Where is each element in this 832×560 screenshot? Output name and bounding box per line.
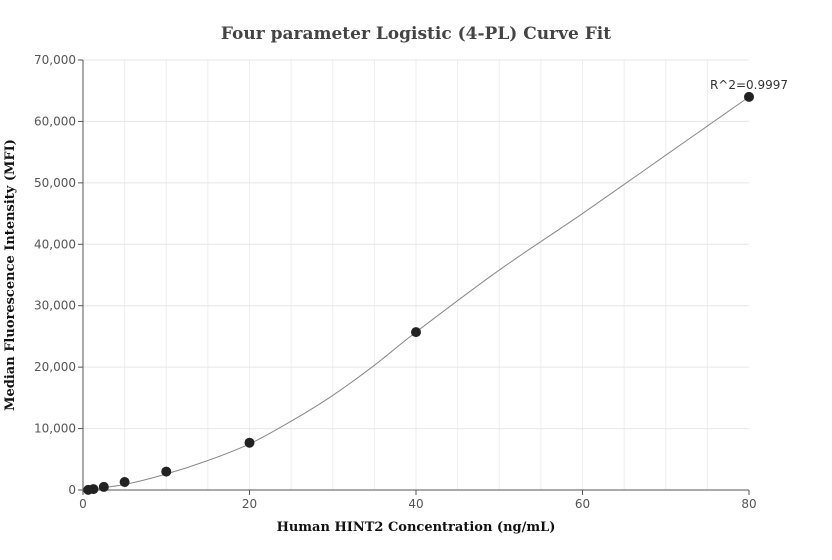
fit-curve [82, 96, 750, 491]
data-point [88, 484, 99, 495]
data-point [119, 477, 130, 488]
x-axis-ticks: 0 20 40 60 80 [79, 490, 757, 511]
y-tick-label: 30,000 [34, 299, 76, 313]
x-tick-label: 20 [242, 497, 257, 511]
data-point [744, 91, 754, 102]
x-tick-label: 60 [575, 497, 590, 511]
data-point [244, 437, 255, 448]
data-point [98, 481, 109, 492]
y-tick-label: 70,000 [34, 53, 76, 67]
y-axis-ticks: 0 10,000 20,000 30,000 40,000 50,000 60,000 70,… [34, 53, 83, 497]
y-tick-label: 60,000 [34, 114, 76, 128]
chart-title: Four parameter Logistic (4-PL) Curve Fit [221, 24, 611, 44]
data-point [411, 327, 421, 338]
y-axis-label: Median Fluorescence Intensity (MFI) [3, 139, 18, 411]
y-tick-label: 0 [68, 483, 76, 497]
grid-lines [83, 59, 749, 490]
y-tick-label: 10,000 [34, 422, 76, 436]
y-tick-label: 20,000 [34, 360, 76, 374]
data-point [161, 466, 172, 477]
y-tick-label: 50,000 [34, 176, 76, 190]
data-points [83, 91, 754, 495]
r-squared-annotation: R^2=0.9997 [710, 78, 788, 92]
y-tick-label: 40,000 [34, 237, 76, 251]
x-tick-label: 0 [79, 497, 87, 511]
x-tick-label: 40 [408, 497, 423, 511]
x-tick-label: 80 [741, 497, 756, 511]
x-axis-label: Human HINT2 Concentration (ng/mL) [277, 520, 556, 535]
